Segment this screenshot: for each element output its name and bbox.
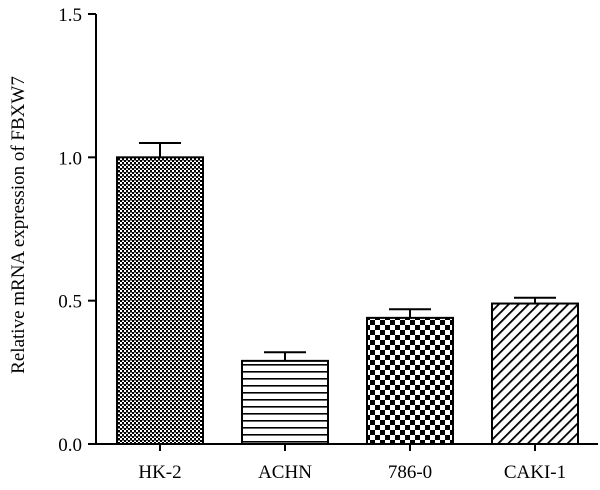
bar-achn	[241, 359, 329, 445]
y-tick-label: 1.0	[58, 148, 82, 169]
x-tick-label: CAKI-1	[504, 462, 566, 483]
bar-hk-2	[116, 156, 204, 445]
y-tick-label: 0.5	[58, 292, 82, 313]
bar-caki-1	[491, 302, 579, 445]
x-tick-label: ACHN	[258, 462, 312, 483]
y-tick-label: 1.5	[58, 5, 82, 26]
x-tick-label: HK-2	[138, 462, 181, 483]
error-bars	[139, 142, 556, 361]
y-ticks: 0.0 0.5 1.0 1.5	[58, 5, 96, 456]
y-axis-title: Relative mRNA expression of FBXW7	[8, 76, 29, 374]
x-tick-label: 786-0	[388, 462, 432, 483]
bar-786-0	[366, 316, 454, 445]
y-tick-label: 0.0	[58, 435, 82, 456]
bars	[116, 156, 579, 445]
x-ticks: HK-2 ACHN 786-0 CAKI-1	[138, 444, 566, 483]
